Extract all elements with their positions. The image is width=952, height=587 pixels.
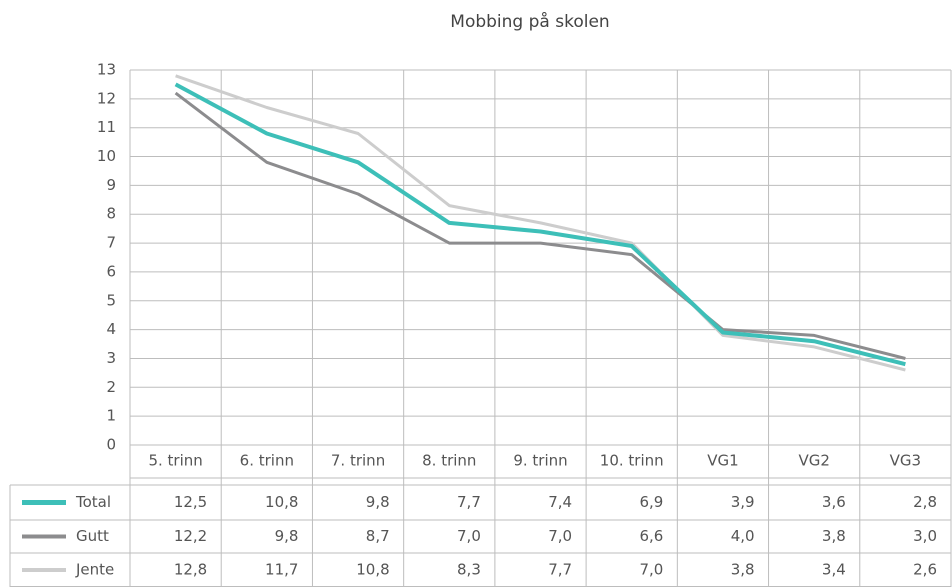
table-value: 7,0 (457, 527, 481, 545)
table-value: 7,7 (548, 561, 572, 579)
table-value: 6,6 (639, 527, 663, 545)
y-tick-label: 4 (106, 320, 116, 338)
x-tick-label: 8. trinn (422, 452, 476, 470)
x-tick-label: 5. trinn (148, 452, 202, 470)
legend-label: Total (75, 493, 111, 511)
y-tick-label: 2 (106, 378, 116, 396)
table-value: 7,7 (457, 493, 481, 511)
y-tick-label: 1 (106, 407, 116, 425)
table-value: 10,8 (356, 561, 389, 579)
table-value: 7,0 (639, 561, 663, 579)
x-tick-label: 9. trinn (513, 452, 567, 470)
y-tick-label: 9 (106, 176, 116, 194)
table-value: 9,8 (366, 493, 390, 511)
x-tick-label: 6. trinn (240, 452, 294, 470)
table-value: 9,8 (275, 527, 299, 545)
table-value: 8,7 (366, 527, 390, 545)
y-tick-label: 3 (106, 349, 116, 367)
y-tick-label: 13 (97, 61, 116, 79)
table-value: 3,9 (731, 493, 755, 511)
table-value: 12,8 (174, 561, 207, 579)
table-value: 8,3 (457, 561, 481, 579)
y-tick-label: 7 (106, 234, 116, 252)
table-value: 12,5 (174, 493, 207, 511)
y-tick-label: 10 (97, 147, 116, 165)
table-value: 12,2 (174, 527, 207, 545)
series-line (175, 74, 906, 372)
y-tick-label: 12 (97, 89, 116, 107)
series-line (174, 82, 906, 367)
y-tick-label: 5 (106, 291, 116, 309)
y-tick-label: 6 (106, 262, 116, 280)
legend-label: Gutt (76, 527, 109, 545)
legend-label: Jente (75, 561, 114, 579)
series-line (174, 91, 906, 360)
y-tick-label: 0 (106, 436, 116, 454)
table-value: 2,6 (913, 561, 937, 579)
y-tick-label: 11 (97, 118, 116, 136)
table-value: 6,9 (639, 493, 663, 511)
table-value: 11,7 (265, 561, 298, 579)
table-value: 3,4 (822, 561, 846, 579)
x-tick-label: VG2 (798, 452, 829, 470)
table-value: 3,8 (822, 527, 846, 545)
y-tick-label: 8 (106, 205, 116, 223)
table-value: 10,8 (265, 493, 298, 511)
x-tick-label: VG1 (707, 452, 738, 470)
table-value: 2,8 (913, 493, 937, 511)
table-value: 3,8 (731, 561, 755, 579)
table-value: 7,4 (548, 493, 572, 511)
table-value: 3,6 (822, 493, 846, 511)
table-value: 4,0 (731, 527, 755, 545)
x-tick-label: 7. trinn (331, 452, 385, 470)
table-value: 3,0 (913, 527, 937, 545)
chart-title: Mobbing på skolen (450, 11, 609, 32)
table-value: 7,0 (548, 527, 572, 545)
x-tick-label: 10. trinn (600, 452, 664, 470)
x-tick-label: VG3 (890, 452, 921, 470)
